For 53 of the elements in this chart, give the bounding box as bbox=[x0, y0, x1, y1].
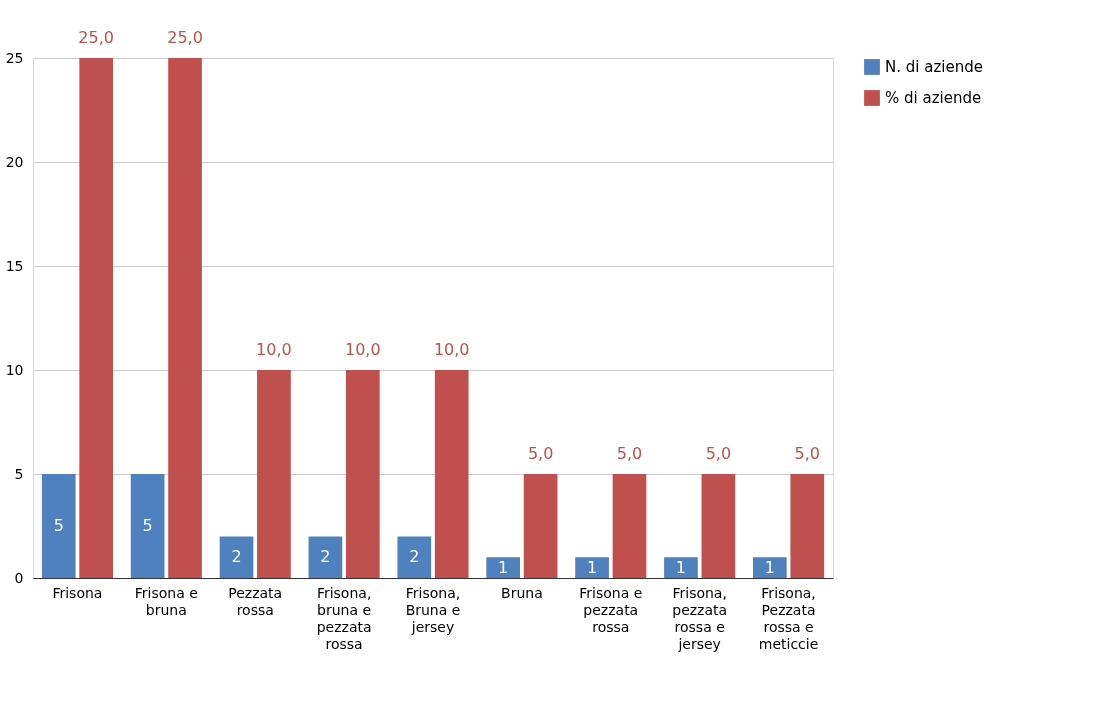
data-label: 5,0 bbox=[616, 444, 643, 463]
bar bbox=[612, 474, 647, 578]
bar bbox=[130, 474, 165, 578]
x-tick-label: Frisona, bruna e pezzata rossa bbox=[316, 584, 372, 652]
data-label: 5 bbox=[53, 516, 64, 535]
data-label: 10,0 bbox=[345, 340, 381, 359]
bar bbox=[219, 536, 254, 578]
data-label: 2 bbox=[231, 547, 242, 567]
bar bbox=[434, 370, 469, 578]
bar bbox=[523, 474, 558, 578]
x-tick-label: Frisona bbox=[52, 584, 103, 601]
y-tick-label: 10 bbox=[5, 361, 24, 378]
x-tick-label: Frisona, pezzata rossa e jersey bbox=[672, 584, 728, 652]
bar bbox=[790, 474, 825, 578]
bar bbox=[79, 58, 113, 578]
data-label: 2 bbox=[409, 547, 420, 567]
data-label: 1 bbox=[498, 557, 509, 577]
bar bbox=[486, 557, 521, 578]
bar bbox=[664, 557, 698, 578]
x-tick-label: Frisona, Bruna e jersey bbox=[405, 584, 461, 635]
data-label: 1 bbox=[586, 557, 598, 577]
data-label: 5 bbox=[142, 516, 153, 535]
y-tick-label: 20 bbox=[5, 153, 24, 170]
x-tick-label: Bruna bbox=[501, 584, 543, 601]
x-tick-label: Frisona, Pezzata rossa e meticcie bbox=[758, 584, 819, 652]
data-label: 10,0 bbox=[256, 340, 292, 359]
bar bbox=[753, 557, 787, 578]
y-tick-label: 0 bbox=[14, 569, 24, 586]
y-tick-label: 5 bbox=[14, 465, 24, 482]
data-label: 2 bbox=[320, 547, 331, 567]
data-label: 5,0 bbox=[527, 444, 554, 463]
data-label: 1 bbox=[764, 557, 775, 577]
y-tick-label: 15 bbox=[5, 257, 24, 274]
data-label: 10,0 bbox=[433, 340, 470, 359]
y-tick-label: 25 bbox=[5, 49, 24, 66]
bar bbox=[345, 370, 380, 578]
x-tick-label: Pezzata rossa bbox=[228, 584, 283, 618]
bar bbox=[257, 370, 291, 578]
bar bbox=[701, 474, 736, 578]
bar bbox=[41, 474, 76, 578]
data-label: 25,0 bbox=[78, 28, 114, 47]
data-label: 5,0 bbox=[705, 444, 732, 463]
legend-label: % di aziende bbox=[885, 89, 982, 107]
x-tick-label: Frisona e pezzata rossa bbox=[579, 584, 643, 635]
bar bbox=[575, 557, 609, 578]
data-label: 5,0 bbox=[794, 444, 820, 463]
legend-label: N. di aziende bbox=[885, 58, 983, 76]
bar bbox=[308, 536, 343, 578]
bar bbox=[397, 536, 432, 578]
x-tick-label: Frisona e bruna bbox=[134, 584, 198, 618]
data-label: 1 bbox=[675, 557, 687, 577]
data-label: 25,0 bbox=[167, 28, 203, 47]
bar bbox=[168, 58, 202, 578]
